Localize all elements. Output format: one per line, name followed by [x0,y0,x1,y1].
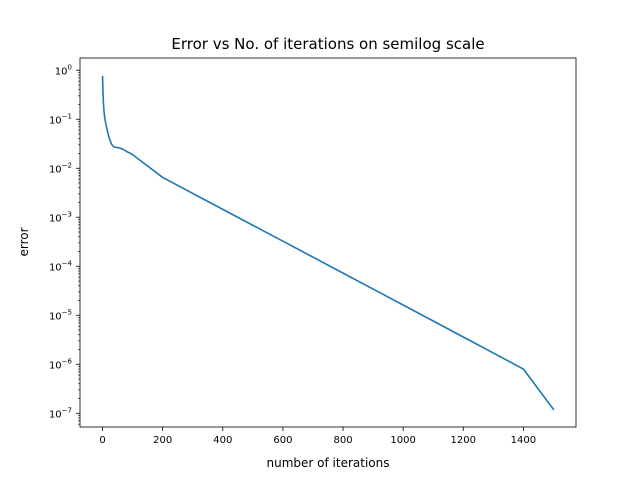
y-tick-label: 10−6 [49,357,73,371]
y-tick-exponent: −2 [62,161,72,169]
x-tick-label: 800 [333,435,352,446]
y-tick-label: 10−4 [49,259,73,273]
y-tick-base: 10 [49,115,62,126]
x-axis-label: number of iterations [267,456,390,470]
y-tick-label: 10−7 [49,406,72,420]
x-tick-label: 600 [273,435,292,446]
series-layer [101,75,555,411]
y-axis-label: error [17,227,31,256]
x-tick-label: 1000 [390,435,415,446]
y-tick-exponent: 0 [68,63,72,71]
x-tick-label: 1200 [451,435,476,446]
y-tick-exponent: −4 [62,259,73,267]
y-tick-exponent: −6 [62,357,73,365]
x-tick-label: 200 [153,435,172,446]
y-tick-exponent: −7 [62,406,72,414]
plot-area-frame [79,57,577,428]
series-line [101,75,555,411]
x-tick-label: 400 [213,435,232,446]
x-tick-label: 1400 [511,435,536,446]
y-tick-base: 10 [49,262,62,273]
x-axis-ticks: 0 200 400 600 800 1000 1200 1400 [99,427,536,446]
y-tick-base: 10 [49,164,62,175]
y-tick-label: 10−2 [49,161,72,175]
y-tick-label: 10−3 [49,210,72,224]
y-tick-label: 10−5 [49,308,72,322]
y-tick-base: 10 [49,409,62,420]
y-tick-base: 10 [49,213,62,224]
y-tick-base: 10 [49,311,62,322]
x-tick-label: 0 [99,435,105,446]
y-tick-label: 100 [55,63,72,77]
y-tick-exponent: −1 [62,112,72,120]
y-tick-base: 10 [49,360,62,371]
chart-title: Error vs No. of iterations on semilog sc… [171,35,484,53]
y-tick-base: 10 [55,66,68,77]
y-tick-exponent: −5 [62,308,72,316]
y-tick-label: 10−1 [49,112,72,126]
y-tick-exponent: −3 [62,210,72,218]
